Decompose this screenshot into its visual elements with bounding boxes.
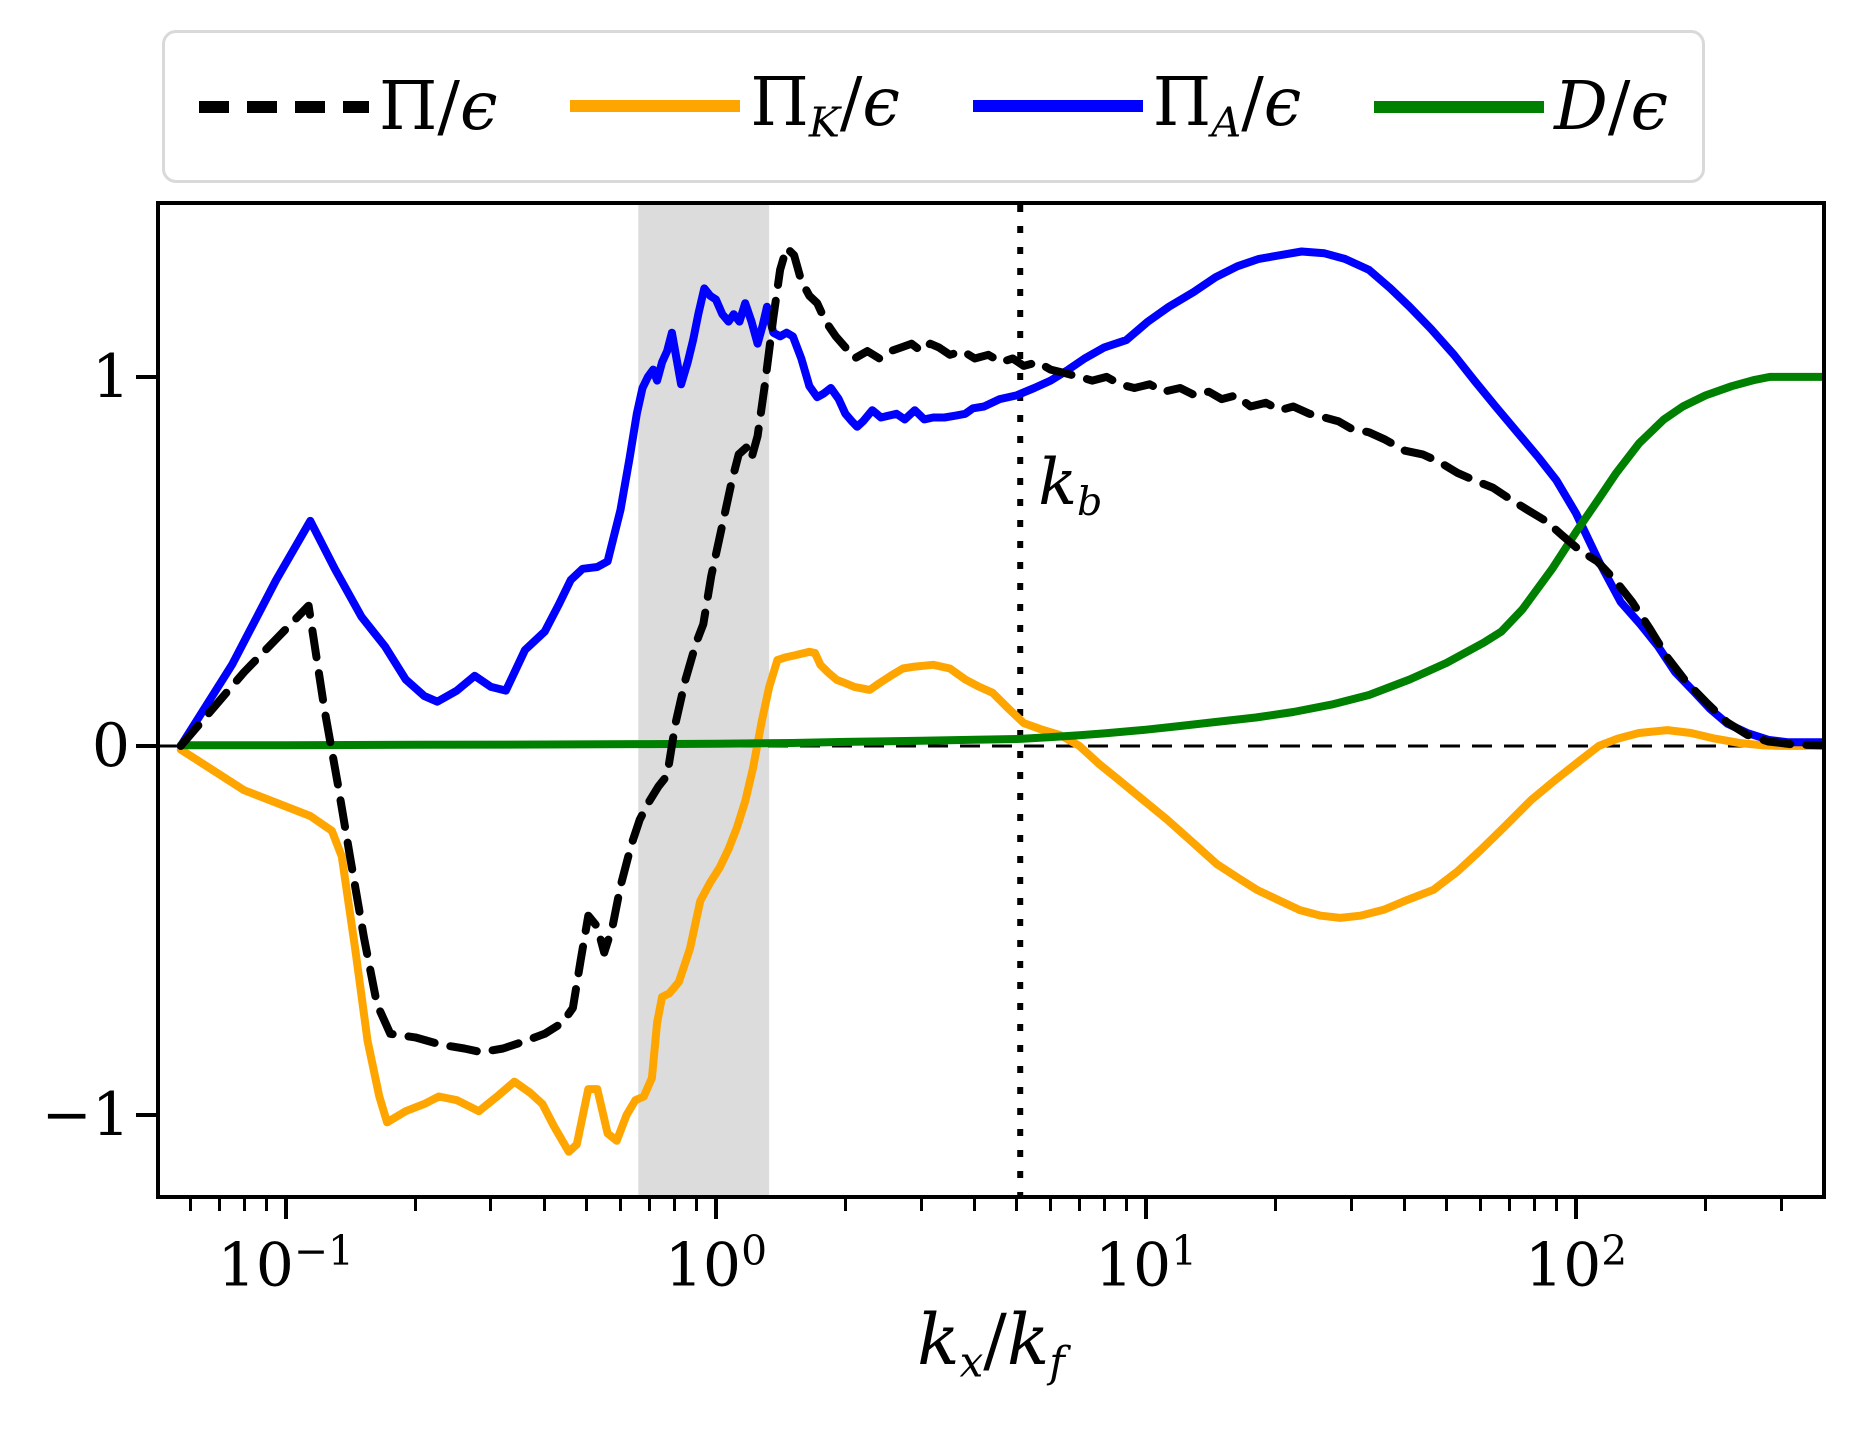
series-pi-kinetic [176,647,1822,1156]
x-minor-tick [672,1199,676,1211]
x-minor-tick [1479,1199,1483,1211]
legend-item-dissipation: D/ϵ [1374,73,1668,140]
x-major-tick [1574,1199,1579,1219]
x-minor-tick [1554,1199,1558,1211]
y-major-tick [136,743,156,748]
series-pi-alfven [176,247,1822,750]
x-tick-label: 101 [1094,1227,1198,1301]
y-tick-label: 1 [91,341,130,412]
x-minor-tick [413,1199,417,1211]
x-minor-tick [973,1199,977,1211]
series-dissipation [176,372,1822,750]
x-minor-tick [543,1199,547,1211]
x-minor-tick [584,1199,588,1211]
x-minor-tick [188,1199,192,1211]
legend-item-pi-alfven: ΠA/ϵ [972,63,1302,148]
x-major-tick [1143,1199,1148,1219]
x-minor-tick [1704,1199,1708,1211]
x-minor-tick [1445,1199,1449,1211]
x-axis-label: kx/kf [917,1299,1065,1387]
legend-item-pi-kinetic: ΠK/ϵ [570,69,900,143]
legend-line-sample-pi-alfven [972,100,1143,113]
legend-line-sample-pi-total [199,100,369,113]
x-minor-tick [264,1199,268,1211]
x-minor-tick [1102,1199,1106,1211]
x-minor-tick [1532,1199,1536,1211]
x-minor-tick [1077,1199,1081,1211]
kb-annotation: kb [1038,445,1103,525]
x-minor-tick [618,1199,622,1211]
x-minor-tick [1124,1199,1128,1211]
x-minor-tick [1015,1199,1019,1211]
x-tick-label: 100 [664,1227,768,1301]
x-minor-tick [1273,1199,1277,1211]
legend: Π/ϵ ΠK/ϵ ΠA/ϵ D/ϵ [162,30,1705,183]
x-minor-tick [489,1199,493,1211]
legend-label-pi-alfven: ΠA/ϵ [1152,63,1302,148]
x-minor-tick [647,1199,651,1211]
x-tick-label: 10−1 [217,1227,355,1301]
x-minor-tick [843,1199,847,1211]
legend-line-sample-dissipation [1374,100,1545,113]
legend-label-dissipation: D/ϵ [1554,67,1668,145]
y-tick-label: 0 [91,710,130,781]
x-minor-tick [1403,1199,1407,1211]
legend-label-pi-total: Π/ϵ [379,67,498,145]
x-major-tick [713,1199,718,1219]
legend-line-sample-pi-kinetic [570,100,741,113]
y-major-tick [136,1112,156,1117]
x-minor-tick [1507,1199,1511,1211]
x-minor-tick [1049,1199,1053,1211]
x-minor-tick [1349,1199,1353,1211]
x-major-tick [283,1199,288,1219]
plot-frame [156,201,1826,1199]
x-minor-tick [217,1199,221,1211]
x-minor-tick [919,1199,923,1211]
y-tick-label: −1 [41,1079,130,1150]
x-minor-tick [1779,1199,1783,1211]
series-pi-total [176,243,1822,1057]
legend-item-pi-total: Π/ϵ [199,73,498,140]
legend-label-pi-kinetic: ΠK/ϵ [750,63,900,148]
x-minor-tick [694,1199,698,1211]
y-major-tick [136,374,156,379]
x-tick-label: 102 [1524,1227,1628,1301]
x-minor-tick [242,1199,246,1211]
plot-area [160,205,1822,1195]
